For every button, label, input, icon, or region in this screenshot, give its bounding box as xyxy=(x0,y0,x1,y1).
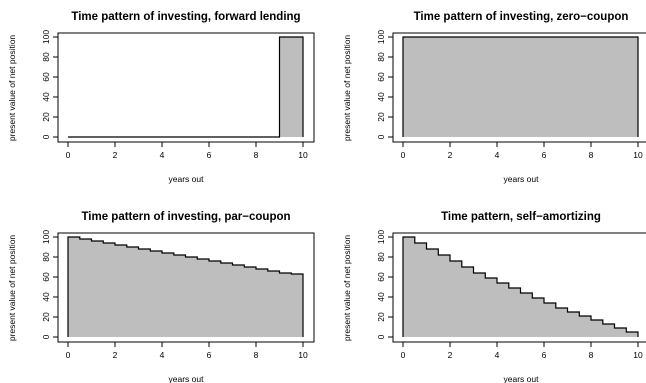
panel-title: Time pattern of investing, zero−coupon xyxy=(414,11,629,23)
panel-title: Time pattern, self−amortizing xyxy=(441,211,601,223)
x-tick-label: 0 xyxy=(401,150,406,160)
area-fill xyxy=(68,237,303,337)
x-tick-label: 6 xyxy=(207,150,212,160)
y-tick-label: 80 xyxy=(376,252,386,262)
x-tick-label: 8 xyxy=(589,150,594,160)
panel-forward-lending: Time pattern of investing, forward lendi… xyxy=(7,11,315,184)
y-tick-label: 60 xyxy=(376,272,386,282)
x-axis: 0 2 4 6 8 10 xyxy=(401,142,643,160)
plot-frame xyxy=(57,232,315,343)
y-axis-label: present value of net position xyxy=(342,235,352,342)
x-tick-label: 2 xyxy=(448,150,453,160)
x-tick-label: 6 xyxy=(207,350,212,360)
y-tick-label: 0 xyxy=(376,334,386,339)
x-tick-label: 10 xyxy=(298,350,308,360)
x-tick-label: 8 xyxy=(254,350,259,360)
x-tick-label: 4 xyxy=(160,150,165,160)
y-tick-label: 100 xyxy=(41,30,51,44)
y-tick-label: 80 xyxy=(376,52,386,62)
x-tick-label: 8 xyxy=(589,350,594,360)
step-line xyxy=(67,236,304,337)
panel-marks xyxy=(402,236,639,337)
x-tick-label: 0 xyxy=(66,150,71,160)
x-tick-label: 2 xyxy=(113,350,118,360)
y-tick-label: 100 xyxy=(41,230,51,244)
panel-par-coupon: Time pattern of investing, par−coupon 0 2… xyxy=(7,211,315,383)
y-tick-label: 60 xyxy=(41,72,51,82)
x-axis: 0 2 4 6 8 10 xyxy=(66,342,308,360)
y-axis-label: present value of net position xyxy=(7,35,17,142)
plot-frame xyxy=(57,32,315,143)
x-axis-label: years out xyxy=(169,374,205,383)
x-tick-label: 2 xyxy=(448,350,453,360)
y-tick-label: 40 xyxy=(376,92,386,102)
x-axis: 0 2 4 6 8 10 xyxy=(66,142,308,160)
y-tick-label: 40 xyxy=(41,92,51,102)
panel-title: Time pattern of investing, par−coupon xyxy=(81,211,290,223)
x-tick-label: 10 xyxy=(298,150,308,160)
x-tick-label: 4 xyxy=(495,350,500,360)
y-tick-label: 60 xyxy=(376,72,386,82)
y-tick-label: 0 xyxy=(376,134,386,139)
x-axis: 0 2 4 6 8 10 xyxy=(401,342,643,360)
plot-frame xyxy=(392,232,646,343)
y-tick-label: 20 xyxy=(41,112,51,122)
y-tick-label: 40 xyxy=(41,292,51,302)
y-tick-label: 100 xyxy=(376,230,386,244)
x-tick-label: 10 xyxy=(633,350,643,360)
plot-frame xyxy=(392,32,646,143)
step-line xyxy=(402,36,639,137)
y-axis: 0 20 40 60 80 100 xyxy=(376,230,393,339)
y-tick-label: 80 xyxy=(41,252,51,262)
y-tick-label: 20 xyxy=(376,112,386,122)
panel-zero-coupon: Time pattern of investing, zero−coupon 0… xyxy=(342,11,646,184)
step-line xyxy=(68,36,304,138)
y-tick-label: 100 xyxy=(376,30,386,44)
x-tick-label: 8 xyxy=(254,150,259,160)
y-axis: 0 20 40 60 80 100 xyxy=(41,30,58,139)
x-tick-label: 6 xyxy=(542,350,547,360)
area-fill xyxy=(403,37,638,137)
panel-marks xyxy=(67,236,304,337)
x-tick-label: 4 xyxy=(160,350,165,360)
x-tick-label: 4 xyxy=(495,150,500,160)
step-line xyxy=(402,236,639,337)
x-tick-label: 2 xyxy=(113,150,118,160)
y-tick-label: 0 xyxy=(41,134,51,139)
y-axis: 0 20 40 60 80 100 xyxy=(376,30,393,139)
panel-self-amortizing: Time pattern, self−amortizing 0 2 4 6 8 10 0 2… xyxy=(342,211,646,383)
x-axis-label: years out xyxy=(504,374,540,383)
y-axis-label: present value of net position xyxy=(342,35,352,142)
area-fill xyxy=(68,37,303,137)
y-tick-label: 80 xyxy=(41,52,51,62)
x-tick-label: 6 xyxy=(542,150,547,160)
x-axis-label: years out xyxy=(504,174,540,184)
y-axis: 0 20 40 60 80 100 xyxy=(41,230,58,339)
x-tick-label: 0 xyxy=(66,350,71,360)
y-tick-label: 60 xyxy=(41,272,51,282)
y-tick-label: 0 xyxy=(41,334,51,339)
x-axis-label: years out xyxy=(169,174,205,184)
x-tick-label: 10 xyxy=(633,150,643,160)
y-tick-label: 20 xyxy=(41,312,51,322)
panel-marks xyxy=(68,36,304,138)
panel-title: Time pattern of investing, forward lendi… xyxy=(71,11,300,23)
y-axis-label: present value of net position xyxy=(7,235,17,342)
panel-marks xyxy=(402,36,639,137)
x-tick-label: 0 xyxy=(401,350,406,360)
y-tick-label: 40 xyxy=(376,292,386,302)
y-tick-label: 20 xyxy=(376,312,386,322)
